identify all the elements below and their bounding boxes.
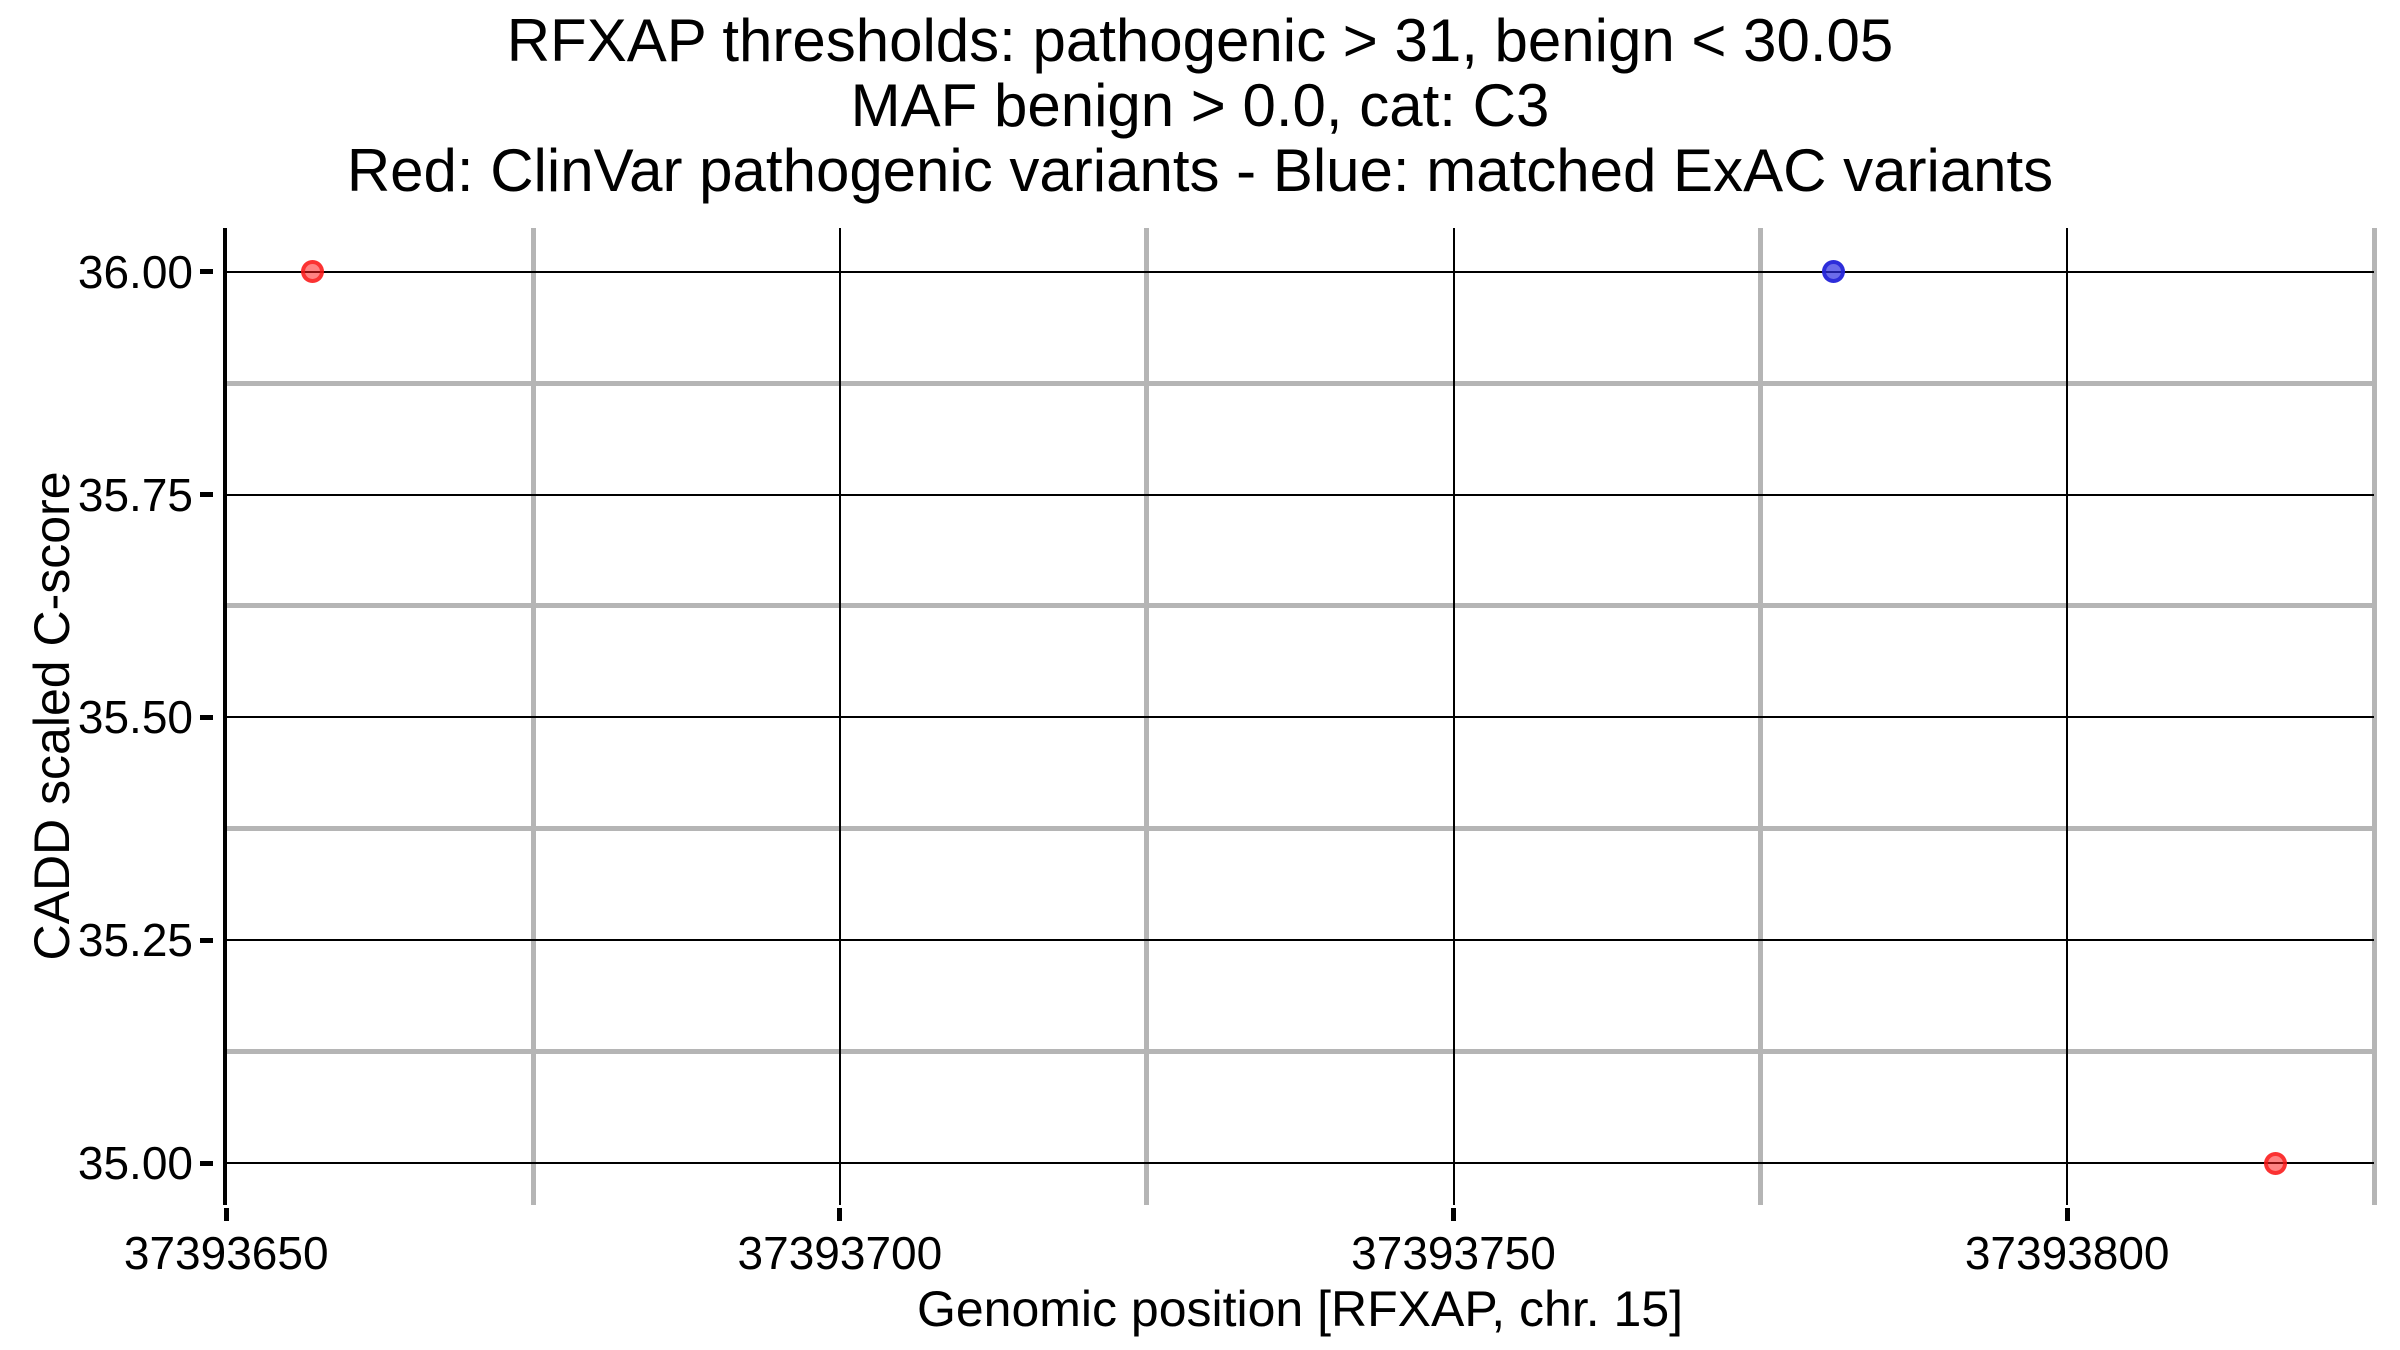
y-axis-tick xyxy=(200,714,213,720)
major-gridline-horizontal xyxy=(225,493,2374,496)
major-gridline-horizontal xyxy=(225,716,2374,719)
y-axis-tick xyxy=(200,492,213,498)
x-tick-label: 37393800 xyxy=(1964,1227,2170,1279)
y-tick-label: 35.75 xyxy=(77,468,193,521)
y-tick-label: 35.25 xyxy=(77,914,193,967)
minor-gridline-horizontal xyxy=(225,1049,2374,1055)
major-gridline-vertical xyxy=(2066,228,2069,1205)
chart-title: RFXAP thresholds: pathogenic > 31, benig… xyxy=(0,8,2400,203)
major-gridline-horizontal xyxy=(225,270,2374,273)
y-tick-label: 36.00 xyxy=(77,245,193,298)
minor-gridline-horizontal xyxy=(225,603,2374,609)
y-tick-label: 35.00 xyxy=(77,1137,193,1190)
x-axis-tick xyxy=(1451,1208,1457,1221)
y-axis-tick xyxy=(200,937,213,943)
x-tick-label: 37393750 xyxy=(1351,1227,1556,1279)
x-axis-tick xyxy=(837,1208,843,1221)
x-axis-title: Genomic position [RFXAP, chr. 15] xyxy=(916,1281,1684,1337)
major-gridline-horizontal xyxy=(225,939,2374,942)
data-point-clinvar-pathogenic xyxy=(2264,1151,2288,1175)
data-point-clinvar-pathogenic xyxy=(300,260,324,284)
major-gridline-vertical xyxy=(838,228,841,1205)
x-axis-tick xyxy=(223,1208,229,1221)
y-axis-tick xyxy=(200,1160,213,1166)
y-axis-tick xyxy=(200,269,213,275)
plot-panel xyxy=(223,228,2377,1205)
chart-title-line-2: MAF benign > 0.0, cat: C3 xyxy=(850,72,1550,139)
data-point-exac-matched xyxy=(1822,260,1846,284)
x-tick-label: 37393650 xyxy=(123,1227,329,1279)
major-gridline-vertical xyxy=(1452,228,1455,1205)
y-tick-label: 35.50 xyxy=(77,691,193,744)
minor-gridline-vertical xyxy=(2371,228,2377,1205)
chart-title-line-1: RFXAP thresholds: pathogenic > 31, benig… xyxy=(506,7,1894,74)
x-tick-label: 37393700 xyxy=(737,1227,943,1279)
x-axis-tick xyxy=(2064,1208,2070,1221)
major-gridline-horizontal xyxy=(225,1162,2374,1165)
major-gridline-vertical xyxy=(225,228,228,1205)
minor-gridline-horizontal xyxy=(225,380,2374,386)
minor-gridline-horizontal xyxy=(225,826,2374,832)
chart-title-line-3: Red: ClinVar pathogenic variants - Blue:… xyxy=(346,137,2054,204)
